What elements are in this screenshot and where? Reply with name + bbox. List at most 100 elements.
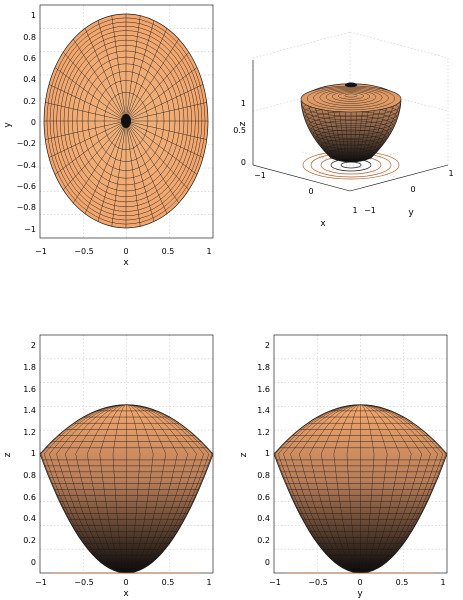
panel3-xtick: 0 [123, 578, 128, 587]
panel3-ytick: 0 [31, 558, 36, 567]
panel1-xtick: −1 [35, 247, 47, 256]
mesh-meridian [360, 404, 444, 574]
panel1-ytick: 1 [31, 11, 36, 20]
surface-spoke [63, 52, 127, 122]
panel1-ytick: 0 [31, 118, 36, 127]
mesh-meridian [368, 102, 395, 159]
surface-spoke [111, 15, 127, 122]
panel3-xtick: −1 [35, 578, 47, 587]
panel2-xtick: 0 [308, 187, 313, 196]
panel1-surface [43, 13, 209, 229]
panel4-ytick: 2 [265, 341, 270, 350]
panel4-ytick: 1.6 [257, 385, 270, 394]
mesh-meridian [274, 404, 361, 574]
surface-spoke [48, 120, 127, 158]
mesh-meridian [290, 404, 361, 574]
panel3-xticks: −1 −0.5 0 0.5 1 [35, 578, 211, 587]
panel4-ytick: 1 [265, 449, 270, 458]
panel1-ytick: −1 [24, 225, 36, 234]
panel1-ytick: 0.2 [23, 97, 36, 106]
surface-spoke [125, 120, 189, 190]
panel1-xtick: 0 [123, 247, 128, 256]
panel-yz-view: −1 −0.5 0 0.5 1 2 1.8 1.6 1.4 1.2 1 0.8 … [239, 334, 448, 599]
panel3-ytick: 2 [31, 341, 36, 350]
panel-top-view: −1 −0.5 0 0.5 1 1 0.8 0.6 0.4 0.2 0 −0.2… [3, 4, 214, 268]
panel1-ytick: −0.6 [17, 182, 36, 191]
panel4-xtick: 1 [440, 578, 445, 587]
surface-spoke [125, 15, 141, 122]
panel3-ytick: 1 [31, 449, 36, 458]
panel3-xtick: 0.5 [162, 578, 175, 587]
surface-spoke [54, 67, 127, 122]
mesh-meridian [277, 404, 361, 574]
panel2-ztick: 0 [241, 158, 246, 167]
mesh-meridian [360, 404, 388, 574]
surface-spoke [125, 28, 168, 122]
panel4-xtick: −1 [269, 578, 281, 587]
surface-spoke [48, 84, 127, 122]
mesh-meridian [309, 404, 361, 574]
panel2-ztick: 0.5 [233, 126, 246, 135]
panel2-ylabel: y [408, 208, 414, 218]
panel3-ytick: 0.6 [23, 493, 36, 502]
panel2-ztick: 1 [241, 99, 246, 108]
mesh-meridian [299, 404, 361, 574]
mesh-meridian [320, 404, 361, 574]
mesh-meridian [360, 404, 431, 574]
mesh-meridian [360, 404, 375, 574]
panel2-floor [252, 60, 449, 192]
panel1-xtick: 1 [206, 247, 211, 256]
panel3-ytick: 0.2 [23, 536, 36, 545]
surface-spoke [97, 20, 127, 122]
mesh-meridian [360, 404, 438, 574]
panel4-yticks: 2 1.8 1.6 1.4 1.2 1 0.8 0.6 0.4 0.2 0 [257, 341, 270, 567]
panel4-ytick: 0.6 [257, 493, 270, 502]
panel4-ytick: 1.2 [257, 428, 270, 437]
mesh-meridian [126, 404, 178, 574]
surface-spoke [125, 120, 198, 175]
surface-spoke [63, 120, 127, 190]
panel4-ytick: 0 [265, 558, 270, 567]
mesh-meridian [346, 404, 361, 574]
panel1-ylabel: y [3, 122, 13, 128]
mesh-meridian [126, 404, 167, 574]
mesh-meridian [283, 404, 361, 574]
surface-spoke [73, 38, 127, 122]
mesh-meridian [300, 102, 332, 159]
panel3-ytick: 1.8 [23, 363, 36, 372]
mesh-meridian [126, 404, 141, 574]
mesh-meridian [75, 404, 127, 574]
panel3-xtick: 1 [206, 578, 211, 587]
surface-spoke [111, 120, 127, 227]
panel2-xtick: −1 [254, 171, 266, 180]
surface-spoke [125, 120, 204, 158]
cap-ring [319, 89, 383, 106]
panel-3d-view: 0 0.5 1 −1 0 1 −1 0 1 x y z [233, 31, 454, 229]
panel4-ytick: 0.4 [257, 514, 270, 523]
cap-ring [344, 93, 358, 98]
panel2-xtick: 1 [352, 206, 357, 215]
panel1-ytick: −0.8 [17, 203, 36, 212]
panel4-xlabel: y [357, 589, 363, 599]
panel2-ytick: 1 [448, 169, 453, 178]
surface-spoke [97, 120, 127, 222]
panel3-yticks: 2 1.8 1.6 1.4 1.2 1 0.8 0.6 0.4 0.2 0 [23, 341, 36, 567]
panel1-ytick: −0.4 [17, 161, 36, 170]
mesh-meridian [126, 404, 210, 574]
panel4-ytick: 0.2 [257, 536, 270, 545]
cap-center [345, 82, 357, 88]
panel3-ytick: 1.4 [23, 406, 36, 415]
mesh-meridian [99, 404, 127, 574]
mesh-meridian [126, 404, 197, 574]
surface-spoke [125, 20, 155, 122]
surface-cap [300, 85, 402, 113]
panel3-ytick: 0.8 [23, 471, 36, 480]
panel3-xtick: −0.5 [74, 578, 93, 587]
mesh-meridian [333, 404, 361, 574]
cap-ring [325, 90, 377, 104]
mesh-meridian [360, 404, 447, 574]
mesh-meridian [126, 404, 204, 574]
cap-ring [332, 91, 370, 102]
panel3-xlabel: x [123, 589, 129, 599]
panel3-ytick: 1.2 [23, 428, 36, 437]
